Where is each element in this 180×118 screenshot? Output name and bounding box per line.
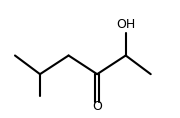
Text: OH: OH	[116, 17, 135, 31]
Text: O: O	[92, 100, 102, 113]
